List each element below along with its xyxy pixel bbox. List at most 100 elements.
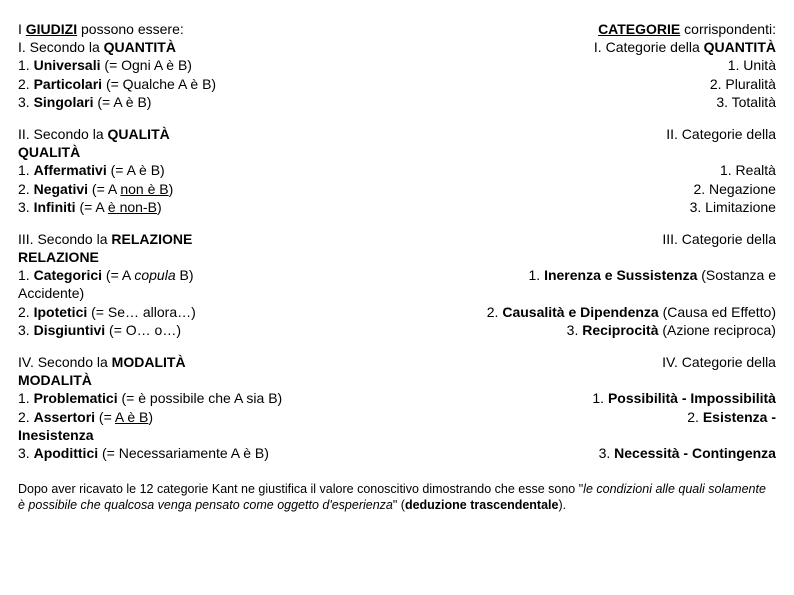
txt: Disgiuntivi [34,322,106,338]
txt: Inesistenza [18,426,412,444]
section-qualita: II. Secondo la QUALITÀ QUALITÀ 1. Afferm… [18,125,776,216]
txt: Infiniti [34,199,76,215]
txt: I. Categorie della [594,39,704,55]
txt: possono essere: [77,21,184,37]
txt: 2. [487,304,503,320]
txt: QUANTITÀ [704,39,776,55]
txt: (= O… o…) [105,322,181,338]
txt: III. Categorie della [412,230,776,248]
txt: 3. [18,445,34,461]
txt: B) [176,267,194,283]
txt: GIUDIZI [26,21,77,37]
document-body: I GIUDIZI possono essere: I. Secondo la … [18,20,776,513]
txt: Negativi [34,181,88,197]
txt: 3. [18,322,34,338]
txt: è non-B [108,199,157,215]
txt: (= [95,409,115,425]
txt: non è B [120,181,168,197]
txt: 1. [529,267,545,283]
txt: (= Ogni A è B) [101,57,192,73]
txt: IV. Categorie della [412,353,776,371]
giudizi-quantita: I GIUDIZI possono essere: I. Secondo la … [18,20,412,111]
txt: (= è possibile che A sia B) [118,390,283,406]
txt: " ( [393,498,405,512]
txt: QUALITÀ [18,143,412,161]
txt: (Sostanza e [697,267,776,283]
txt: IV. Secondo la [18,354,112,370]
txt: Causalità e Dipendenza [502,304,658,320]
txt: Particolari [34,76,102,92]
txt: 2. [18,76,34,92]
giudizi-relazione: III. Secondo la RELAZIONE RELAZIONE 1. C… [18,230,412,339]
txt: 2. [18,409,34,425]
txt: III. Secondo la [18,231,111,247]
txt: 1. Unità [412,56,776,74]
txt: Singolari [34,94,94,110]
txt: II. Secondo la [18,126,108,142]
txt: Inerenza e Sussistenza [544,267,697,283]
txt: Assertori [34,409,95,425]
txt: ). [558,498,566,512]
txt: (= A [76,199,108,215]
txt: Affermativi [34,162,107,178]
txt: Universali [34,57,101,73]
txt: Problematici [34,390,118,406]
txt: MODALITÀ [112,354,186,370]
txt: 2. [18,304,34,320]
section-relazione: III. Secondo la RELAZIONE RELAZIONE 1. C… [18,230,776,339]
txt: 1. [18,57,34,73]
txt: Esistenza - [703,409,776,425]
txt: 2. [18,181,34,197]
txt: (= Necessariamente A è B) [98,445,269,461]
txt: Reciprocità [582,322,658,338]
txt: QUALITÀ [108,126,170,142]
section-modalita: IV. Secondo la MODALITÀ MODALITÀ 1. Prob… [18,353,776,462]
txt: (= Qualche A è B) [102,76,216,92]
section-quantita: I GIUDIZI possono essere: I. Secondo la … [18,20,776,111]
txt: RELAZIONE [18,248,412,266]
txt: 1. Realtà [412,161,776,179]
txt: 1. [592,390,608,406]
txt: (= A [88,181,120,197]
giudizi-qualita: II. Secondo la QUALITÀ QUALITÀ 1. Afferm… [18,125,412,216]
txt: A è B [115,409,148,425]
giudizi-modalita: IV. Secondo la MODALITÀ MODALITÀ 1. Prob… [18,353,412,462]
txt: (Causa ed Effetto) [659,304,776,320]
txt: 2. Pluralità [412,75,776,93]
txt: 1. [18,267,34,283]
txt: Possibilità - Impossibilità [608,390,776,406]
txt: 3. [18,199,34,215]
txt: deduzione trascendentale [405,498,559,512]
categorie-qualita: II. Categorie della 1. Realtà 2. Negazio… [412,125,776,216]
txt: 1. [18,390,34,406]
txt: QUANTITÀ [104,39,176,55]
txt: Accidente) [18,284,412,302]
txt: ) [148,409,153,425]
categorie-quantita: CATEGORIE corrispondenti: I. Categorie d… [412,20,776,111]
txt: 1. [18,162,34,178]
txt: (= A è B) [93,94,151,110]
txt: 3. Totalità [412,93,776,111]
txt: 3. [599,445,615,461]
txt: (Azione reciproca) [658,322,776,338]
txt: (= A [102,267,134,283]
txt: (= Se… allora…) [87,304,196,320]
txt: II. Categorie della [412,125,776,143]
txt: Necessità - Contingenza [614,445,776,461]
txt: I. Secondo la [18,39,104,55]
txt: 3. Limitazione [412,198,776,216]
txt: (= A è B) [107,162,165,178]
txt: Apodittici [34,445,99,461]
txt: 2. Negazione [412,180,776,198]
txt: ) [169,181,174,197]
txt: Ipotetici [34,304,88,320]
txt: Categorici [34,267,102,283]
categorie-relazione: III. Categorie della 1. Inerenza e Sussi… [412,230,776,339]
txt: I [18,21,26,37]
txt: Dopo aver ricavato le 12 categorie Kant … [18,482,583,496]
txt: MODALITÀ [18,371,412,389]
txt: 3. [567,322,583,338]
txt: copula [134,267,175,283]
txt: 3. [18,94,34,110]
txt: 2. [687,409,703,425]
